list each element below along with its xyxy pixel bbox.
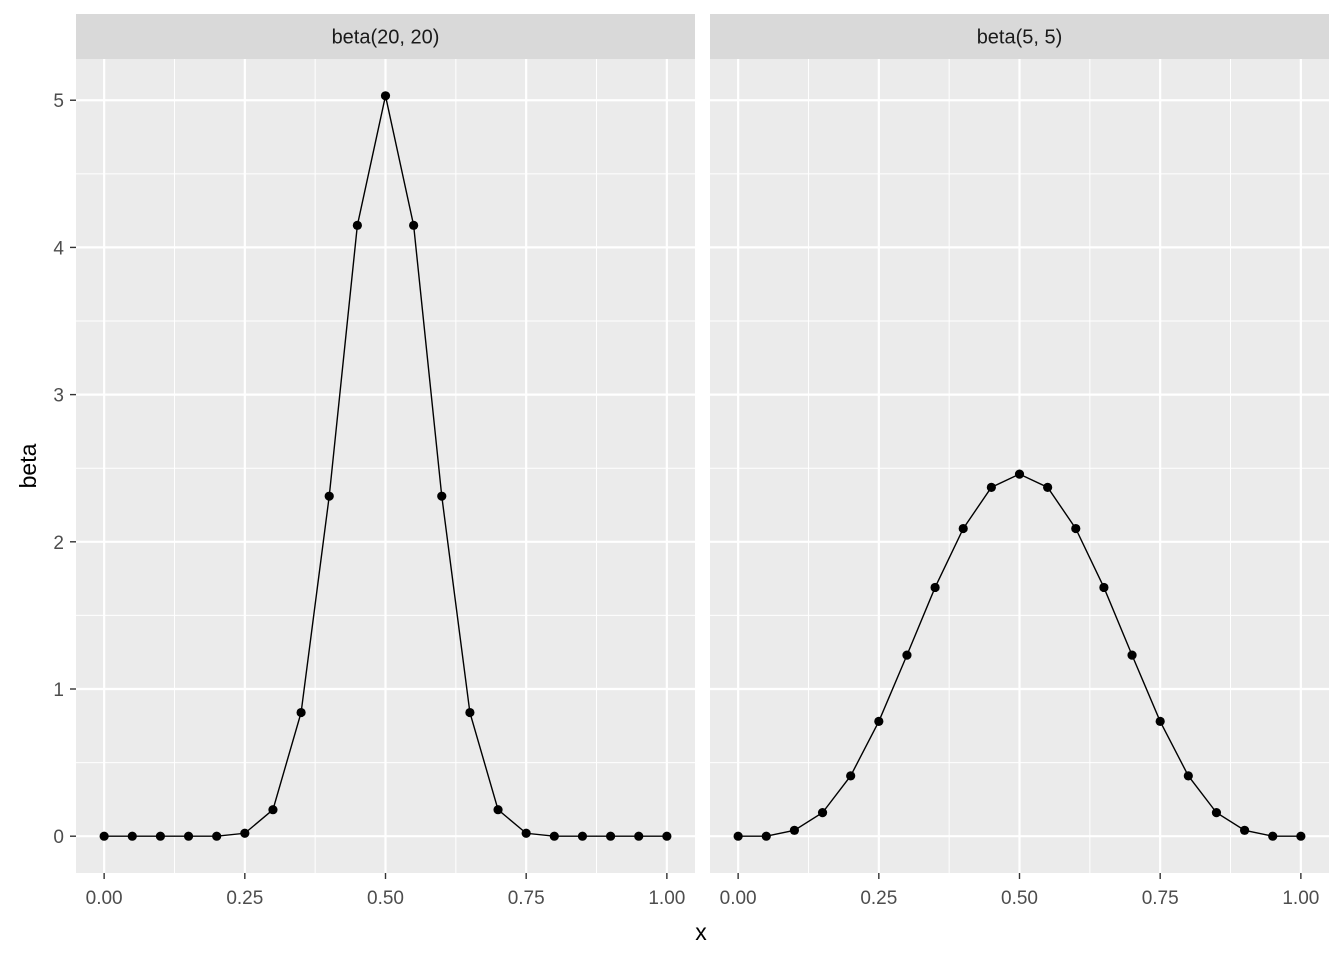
data-point bbox=[958, 523, 968, 534]
data-point bbox=[817, 808, 828, 818]
data-point bbox=[634, 831, 644, 841]
y-tick-label: 0 bbox=[53, 827, 64, 848]
y-tick-label: 2 bbox=[53, 533, 64, 554]
data-point bbox=[352, 220, 362, 230]
data-point bbox=[1043, 482, 1053, 492]
data-point bbox=[789, 825, 800, 835]
data-point bbox=[1014, 469, 1025, 479]
facet-strip-label: beta(5, 5) bbox=[977, 27, 1063, 49]
data-point bbox=[549, 831, 559, 841]
y-tick-label: 5 bbox=[53, 91, 64, 112]
facet-strip bbox=[710, 14, 1329, 59]
data-point bbox=[127, 831, 137, 841]
data-point bbox=[1127, 650, 1137, 660]
y-axis-title: beta bbox=[15, 443, 41, 488]
data-point bbox=[1155, 716, 1165, 726]
facets: beta(20, 20)0.00 0.25 0.50 0.75 1.00beta(5, … bbox=[76, 14, 1329, 909]
x-tick-label: 0.25 bbox=[860, 888, 897, 909]
x-tick-label: 0.25 bbox=[226, 888, 263, 909]
x-tick-label: 0.75 bbox=[1142, 888, 1179, 909]
data-point bbox=[465, 707, 475, 718]
data-point bbox=[409, 220, 419, 230]
data-point bbox=[874, 716, 884, 726]
x-tick-label: 1.00 bbox=[648, 888, 685, 909]
data-point bbox=[493, 805, 503, 815]
data-point bbox=[902, 650, 912, 660]
y-axis-ticks: 0 1 2 3 4 5 bbox=[53, 91, 76, 848]
x-tick-label: 0.00 bbox=[720, 888, 757, 909]
data-point bbox=[1268, 831, 1278, 841]
y-tick-label: 1 bbox=[53, 680, 64, 701]
data-point bbox=[761, 831, 771, 841]
data-point bbox=[324, 491, 334, 501]
x-tick-label: 0.50 bbox=[1001, 888, 1038, 909]
facet-strip bbox=[76, 14, 695, 59]
facet-panel-1: beta(20, 20) 0.00 0.25 0.50 0.75 1.00 bbox=[76, 14, 695, 909]
data-point bbox=[155, 831, 166, 841]
data-point bbox=[380, 91, 391, 101]
x-tick-label: 0.50 bbox=[367, 888, 404, 909]
y-tick-label: 3 bbox=[53, 386, 64, 407]
data-point bbox=[183, 831, 194, 841]
data-point bbox=[268, 805, 278, 815]
x-tick-label: 0.00 bbox=[86, 888, 123, 909]
data-point bbox=[1183, 771, 1193, 781]
data-point bbox=[577, 831, 588, 841]
data-point bbox=[1099, 582, 1109, 593]
data-point bbox=[521, 828, 531, 838]
x-axis-title: x bbox=[695, 919, 707, 945]
data-point bbox=[1211, 808, 1222, 818]
data-point bbox=[605, 831, 616, 841]
data-point bbox=[733, 831, 743, 841]
data-point bbox=[1296, 831, 1306, 841]
y-tick-label: 4 bbox=[53, 238, 64, 259]
data-point bbox=[240, 828, 250, 838]
x-tick-label: 0.75 bbox=[508, 888, 545, 909]
facet-panel-2: beta(5, 5) 0.00 0.25 0.50 0.75 1.00 bbox=[710, 14, 1329, 909]
data-point bbox=[212, 831, 222, 841]
x-tick-label: 1.00 bbox=[1282, 888, 1319, 909]
facet-strip-label: beta(20, 20) bbox=[332, 27, 440, 49]
data-point bbox=[846, 771, 856, 781]
data-point bbox=[1071, 523, 1081, 534]
data-point bbox=[1239, 825, 1250, 835]
data-point bbox=[437, 491, 447, 501]
data-point bbox=[662, 831, 672, 841]
data-point bbox=[986, 482, 996, 492]
data-point bbox=[930, 582, 940, 593]
data-point bbox=[99, 831, 109, 841]
data-point bbox=[296, 707, 306, 718]
